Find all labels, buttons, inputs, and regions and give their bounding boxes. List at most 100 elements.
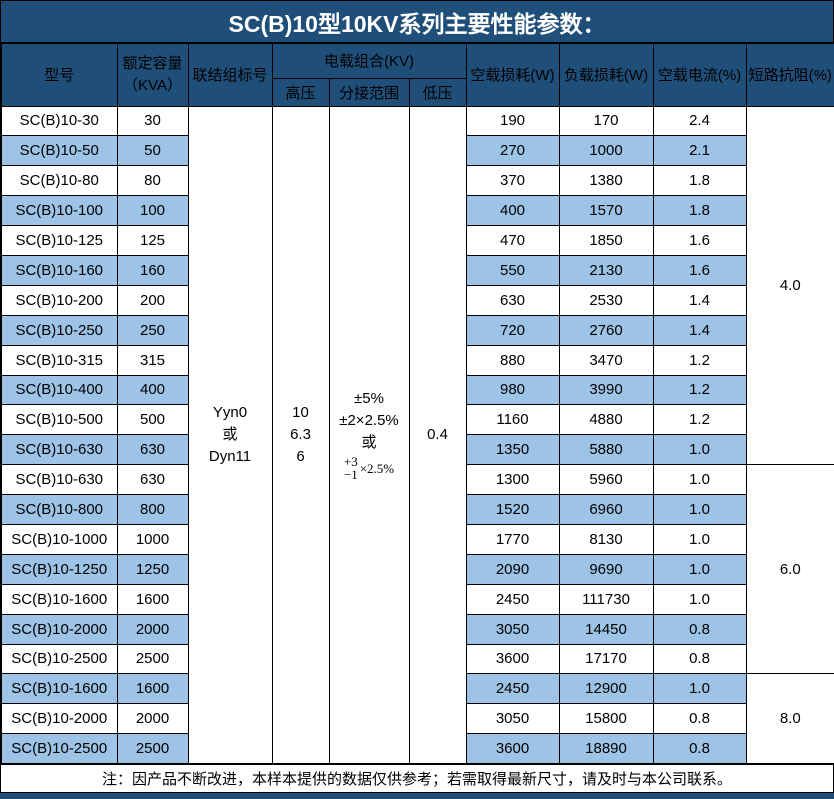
capacity-cell: 315 [116,344,189,376]
impedance-cell: 6.0 [745,464,834,675]
spec-row: SC(B)10-50 50 270 1000 2.1 [0,135,834,167]
tap-fraction-stack: +3 −1 [344,455,358,481]
col-header-connection-group: 联结组标号 [187,42,273,107]
model-cell: SC(B)10-100 [0,195,118,227]
high-voltage-cell: 10 6.3 6 [271,105,330,765]
model-cell: SC(B)10-2500 [0,643,118,675]
load-loss-cell: 8130 [558,523,654,555]
load-loss-cell: 6960 [558,494,654,525]
capacity-cell: 125 [116,225,189,256]
no-load-loss-cell: 370 [465,165,560,197]
capacity-cell: 50 [116,135,189,167]
no-load-loss-cell: 1160 [465,404,560,436]
no-load-loss-cell: 1520 [465,494,560,525]
no-load-loss-cell: 2090 [465,553,560,585]
spec-row: SC(B)10-1250 1250 2090 9690 1.0 [0,553,834,585]
header-row-1: 型号 额定容量 （KVA） 联结组标号 电载组合(KV) 空载损耗(W) 负载损… [0,42,834,107]
no-load-loss-cell: 720 [465,314,560,346]
capacity-cell: 30 [116,105,189,137]
spec-row: SC(B)10-400 400 980 3990 1.2 [0,374,834,406]
load-loss-cell: 5960 [558,464,654,496]
col-header-voltage-combination: 电载组合(KV) [271,42,467,79]
capacity-cell: 1000 [116,523,189,555]
spec-row: SC(B)10-125 125 470 1850 1.6 [0,225,834,256]
no-load-current-cell: 1.4 [652,314,747,346]
no-load-loss-cell: 400 [465,195,560,227]
model-cell: SC(B)10-1250 [0,553,118,585]
no-load-current-cell: 1.2 [652,404,747,436]
no-load-current-cell: 2.1 [652,135,747,167]
no-load-loss-cell: 3050 [465,703,560,735]
model-cell: SC(B)10-630 [0,464,118,496]
model-cell: SC(B)10-315 [0,344,118,376]
no-load-current-cell: 2.4 [652,105,747,137]
no-load-current-cell: 1.8 [652,165,747,197]
no-load-current-cell: 0.8 [652,703,747,735]
model-cell: SC(B)10-80 [0,165,118,197]
spec-row: SC(B)10-2500 2500 3600 17170 0.8 [0,643,834,675]
no-load-loss-cell: 470 [465,225,560,256]
capacity-cell: 500 [116,404,189,436]
no-load-current-cell: 1.0 [652,673,747,705]
model-cell: SC(B)10-800 [0,494,118,525]
load-loss-cell: 1850 [558,225,654,256]
spec-row: SC(B)10-80 80 370 1380 1.8 [0,165,834,197]
header-row-2: 高压 分接范围 低压 [1,77,834,107]
col-header-impedance: 短路抗阻(%) [745,42,834,107]
no-load-loss-cell: 2450 [465,673,560,705]
load-loss-cell: 1570 [558,195,654,227]
capacity-cell: 2500 [116,643,189,675]
spec-row: SC(B)10-2500 2500 3600 18890 0.8 [0,733,834,765]
no-load-loss-cell: 630 [465,284,560,316]
no-load-current-cell: 1.8 [652,195,747,227]
model-cell: SC(B)10-30 [0,105,118,137]
load-loss-cell: 17170 [558,643,654,675]
load-loss-cell: 15800 [558,703,654,735]
model-cell: SC(B)10-200 [0,284,118,316]
capacity-cell: 400 [116,374,189,406]
col-header-low-voltage: 低压 [408,77,467,107]
capacity-cell: 2000 [116,703,189,735]
capacity-cell: 630 [116,434,189,466]
spec-row: SC(B)10-200 200 630 2530 1.4 [0,284,834,316]
impedance-cell: 4.0 [745,105,834,466]
no-load-current-cell: 1.2 [652,374,747,406]
capacity-cell: 1600 [116,673,189,705]
model-cell: SC(B)10-1000 [0,523,118,555]
col-header-model: 型号 [0,42,118,107]
load-loss-cell: 14450 [558,613,654,645]
load-loss-cell: 5880 [558,434,654,466]
model-cell: SC(B)10-125 [0,225,118,256]
model-cell: SC(B)10-2500 [0,733,118,765]
col-header-high-voltage: 高压 [271,77,330,107]
load-loss-cell: 1000 [558,135,654,167]
no-load-loss-cell: 880 [465,344,560,376]
no-load-current-cell: 1.6 [652,225,747,256]
spec-row: SC(B)10-250 250 720 2760 1.4 [0,314,834,346]
spec-row: SC(B)10-1600 1600 2450 111730 1.0 [0,583,834,615]
model-cell: SC(B)10-630 [0,434,118,466]
col-header-capacity: 额定容量 （KVA） [116,42,189,107]
load-loss-cell: 2760 [558,314,654,346]
capacity-cell: 100 [116,195,189,227]
no-load-loss-cell: 1770 [465,523,560,555]
capacity-cell: 200 [116,284,189,316]
no-load-loss-cell: 3600 [465,733,560,765]
load-loss-cell: 12900 [558,673,654,705]
tap-fraction-bottom: −1 [343,467,358,483]
model-cell: SC(B)10-2000 [0,613,118,645]
capacity-cell: 80 [116,165,189,197]
capacity-cell: 800 [116,494,189,525]
capacity-cell: 2500 [116,733,189,765]
no-load-current-cell: 1.0 [652,553,747,585]
no-load-loss-cell: 3050 [465,613,560,645]
model-cell: SC(B)10-500 [0,404,118,436]
no-load-loss-cell: 980 [465,374,560,406]
model-cell: SC(B)10-50 [0,135,118,167]
col-header-no-load-loss: 空载损耗(W) [465,42,560,107]
no-load-loss-cell: 550 [465,254,560,286]
spec-table: 型号 额定容量 （KVA） 联结组标号 电载组合(KV) 空载损耗(W) 负载损… [0,42,834,765]
spec-row: SC(B)10-1000 1000 1770 8130 1.0 [0,523,834,555]
no-load-loss-cell: 3600 [465,643,560,675]
